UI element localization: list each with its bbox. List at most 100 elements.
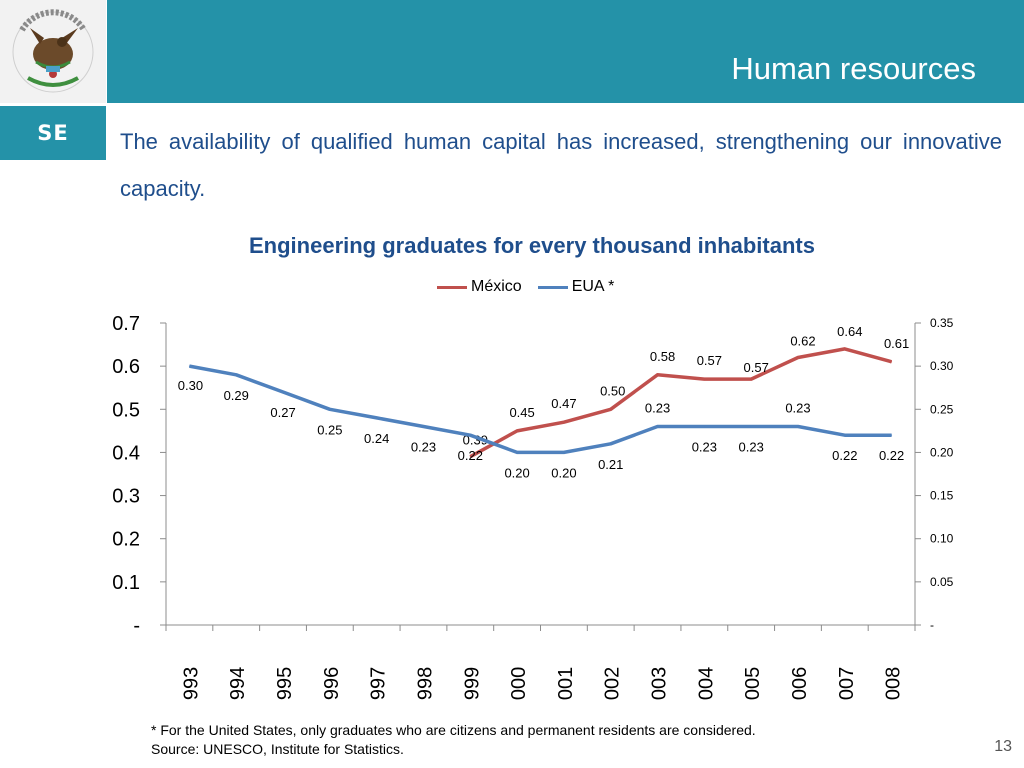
x-tick-label: 2007: [836, 667, 858, 700]
x-tick-label: 1996: [321, 667, 343, 700]
left-tick-label: 0.4: [112, 442, 140, 464]
legend-swatch-mexico: [437, 285, 467, 289]
left-tick-label: 0.1: [112, 572, 140, 594]
right-tick-label: 0.30: [930, 359, 954, 373]
data-label-mexico: 0.62: [790, 334, 815, 349]
page-title: Human resources: [731, 51, 976, 86]
data-point-eua: [469, 434, 471, 436]
data-point-eua: [891, 434, 893, 436]
left-tick-label: -: [133, 615, 140, 637]
series-line-eua: [189, 364, 892, 455]
data-label-mexico: 0.61: [884, 336, 909, 351]
data-label-mexico: 0.57: [697, 353, 722, 368]
data-label-eua: 0.22: [832, 448, 857, 463]
left-tick-label: 0.6: [112, 356, 140, 378]
x-tick-label: 2002: [602, 667, 624, 700]
x-tick-label: 2004: [695, 667, 717, 700]
x-tick-label: 1999: [461, 667, 483, 700]
right-tick-label: 0.10: [930, 532, 954, 546]
data-point-eua: [282, 391, 284, 393]
data-point-mexico: [516, 430, 518, 432]
x-tick-label: 2005: [742, 667, 764, 700]
right-tick-label: 0.05: [930, 575, 954, 589]
data-point-mexico: [469, 456, 471, 458]
data-label-eua: 0.30: [178, 378, 203, 393]
data-label-eua: 0.25: [317, 422, 342, 437]
series-line-mexico: [469, 347, 893, 459]
header-bar: Human resources: [107, 0, 1024, 103]
chart-legend: México EUA *: [437, 278, 630, 296]
footnote: * For the United States, only graduates …: [151, 721, 756, 759]
right-tick-label: -: [930, 618, 934, 632]
left-tick-label: 0.5: [112, 399, 140, 421]
data-label-eua: 0.22: [458, 448, 483, 463]
data-point-eua: [610, 443, 612, 445]
right-tick-label: 0.35: [930, 316, 954, 330]
data-point-eua: [703, 426, 705, 428]
data-point-eua: [563, 451, 565, 453]
data-label-eua: 0.23: [692, 440, 717, 455]
footnote-note: * For the United States, only graduates …: [151, 722, 756, 738]
mexico-coat-of-arms-logo: [0, 0, 106, 103]
data-label-eua: 0.23: [785, 401, 810, 416]
legend-swatch-eua: [537, 285, 568, 289]
data-point-eua: [750, 426, 752, 428]
data-label-eua: 0.22: [879, 448, 904, 463]
data-label-eua: 0.29: [224, 388, 249, 403]
data-point-mexico: [891, 361, 893, 363]
left-tick-label: 0.7: [112, 313, 140, 335]
data-label-mexico: 0.50: [600, 383, 625, 398]
footnote-source: Source: UNESCO, Institute for Statistics…: [151, 741, 404, 757]
data-label-eua: 0.23: [739, 440, 764, 455]
legend-label-mexico: México: [471, 278, 522, 295]
data-point-mexico: [844, 348, 846, 350]
x-tick-label: 2003: [649, 667, 671, 700]
data-label-eua: 0.20: [504, 465, 529, 480]
data-label-eua: 0.20: [551, 465, 576, 480]
legend-item-mexico: México: [437, 278, 522, 296]
lead-text: The availability of qualified human capi…: [120, 129, 1002, 201]
data-label-eua: 0.27: [270, 405, 295, 420]
data-point-eua: [657, 426, 659, 428]
page-number: 13: [994, 738, 1012, 755]
data-label-mexico: 0.64: [837, 324, 862, 339]
data-label-mexico: 0.47: [551, 396, 576, 411]
data-point-eua: [422, 426, 424, 428]
data-point-mexico: [657, 374, 659, 376]
data-point-eua: [235, 374, 237, 376]
left-tick-label: 0.3: [112, 486, 140, 508]
right-tick-label: 0.15: [930, 489, 954, 503]
data-point-eua: [844, 434, 846, 436]
se-badge: SE: [0, 106, 106, 160]
legend-item-eua: EUA *: [537, 278, 615, 296]
data-label-eua: 0.23: [411, 440, 436, 455]
x-tick-label: 2001: [555, 667, 577, 700]
data-point-eua: [376, 417, 378, 419]
x-tick-label: 1993: [180, 667, 202, 700]
x-tick-label: 1998: [414, 667, 436, 700]
data-point-mexico: [750, 378, 752, 380]
chart-title: Engineering graduates for every thousand…: [249, 233, 815, 258]
eagle-emblem-icon: [12, 9, 94, 93]
x-tick-label: 2006: [789, 667, 811, 700]
data-point-mexico: [703, 378, 705, 380]
data-point-mexico: [610, 408, 612, 410]
data-label-mexico: 0.57: [744, 360, 769, 375]
x-tick-label: 2008: [883, 667, 905, 700]
data-point-eua: [797, 426, 799, 428]
data-label-eua: 0.23: [645, 401, 670, 416]
data-label-eua: 0.24: [364, 431, 389, 446]
x-tick-label: 1995: [274, 667, 296, 700]
line-chart: - 0.1 0.2 0.3 0.4 0.5 0.6 0.7 - 0.05 0.10 0.15 0.20 0…: [112, 313, 954, 700]
data-label-eua: 0.21: [598, 457, 623, 472]
x-tick-label: 1994: [227, 667, 249, 700]
left-tick-label: 0.2: [112, 529, 140, 551]
data-label-mexico: 0.45: [509, 405, 534, 420]
right-tick-label: 0.25: [930, 402, 954, 416]
x-tick-label: 1997: [368, 667, 390, 700]
right-tick-label: 0.20: [930, 445, 954, 459]
data-point-eua: [516, 451, 518, 453]
data-label-mexico: 0.58: [650, 349, 675, 364]
legend-label-eua: EUA *: [571, 278, 615, 295]
data-point-eua: [188, 365, 190, 367]
